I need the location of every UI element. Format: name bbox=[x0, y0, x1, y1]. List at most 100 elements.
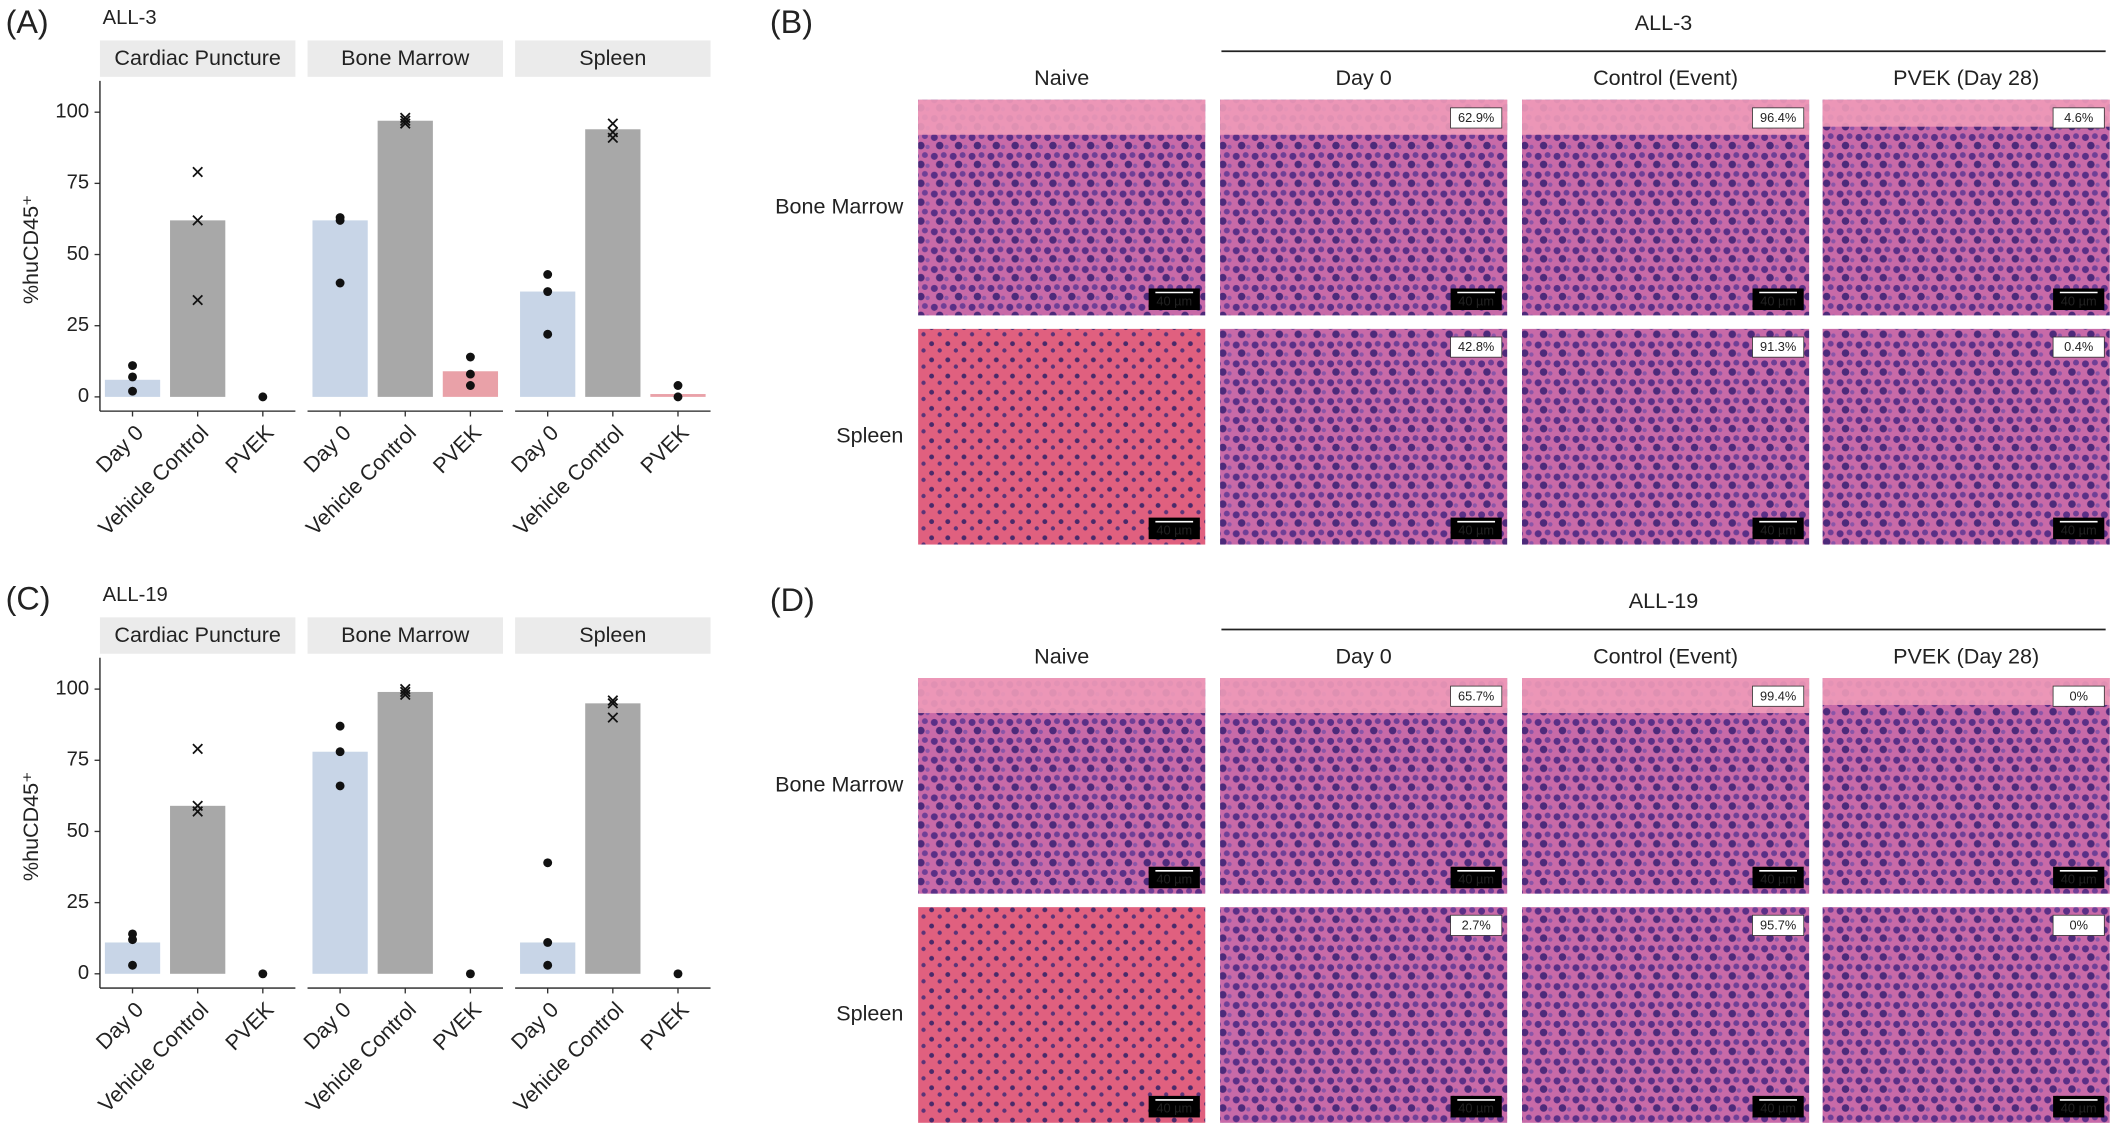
bone-band bbox=[918, 678, 1206, 714]
column-label: Control (Event) bbox=[1593, 65, 1738, 90]
scale-bar-label: 40 µm bbox=[1458, 872, 1494, 887]
point-cross bbox=[399, 118, 411, 129]
scale-bar-label: 40 µm bbox=[1458, 522, 1494, 537]
cross-stroke bbox=[399, 689, 411, 701]
point bbox=[673, 969, 683, 979]
bar bbox=[585, 703, 641, 974]
row-label: Bone Marrow bbox=[775, 193, 904, 218]
micrograph bbox=[918, 907, 1206, 1123]
percent-badge-text: 0% bbox=[2069, 917, 2087, 932]
bar bbox=[585, 129, 641, 397]
micrograph bbox=[1220, 678, 1508, 894]
x-tick-label: PVEK bbox=[428, 419, 487, 478]
column-label: Day 0 bbox=[1335, 65, 1391, 90]
percent-badge-text: 91.3% bbox=[1760, 339, 1796, 354]
percent-badge-text: 99.4% bbox=[1760, 688, 1796, 703]
micrograph bbox=[1822, 328, 2110, 545]
column-label: PVEK (Day 28) bbox=[1893, 65, 2039, 90]
micrograph bbox=[1522, 907, 1810, 1123]
point-cross bbox=[192, 215, 204, 226]
micrograph bbox=[918, 328, 1206, 545]
y-tick-label: 100 bbox=[55, 677, 89, 699]
scale-bar-label: 40 µm bbox=[1156, 522, 1192, 537]
point-cross bbox=[607, 698, 619, 709]
scale-bar-box bbox=[1450, 1095, 1502, 1118]
y-tick-label: 75 bbox=[67, 749, 89, 771]
point bbox=[543, 938, 553, 947]
scale-bar-box bbox=[1450, 517, 1502, 540]
point bbox=[465, 969, 475, 979]
percent-badge-text: 4.6% bbox=[2064, 110, 2093, 125]
scale-bar-label: 40 µm bbox=[1458, 1101, 1494, 1116]
point bbox=[543, 287, 553, 296]
scale-bar-label: 40 µm bbox=[1156, 872, 1192, 887]
percent-badge bbox=[1450, 914, 1503, 936]
micrograph bbox=[1822, 99, 2110, 316]
column-label: PVEK (Day 28) bbox=[1893, 643, 2039, 668]
point-cross bbox=[399, 115, 411, 127]
point-cross bbox=[607, 132, 619, 144]
scale-bar-box bbox=[1752, 288, 1804, 311]
point-cross bbox=[192, 743, 204, 755]
scale-bar-label: 40 µm bbox=[2061, 522, 2097, 537]
cross-stroke bbox=[607, 132, 619, 144]
column-label: Naive bbox=[1034, 65, 1089, 90]
x-tick-label: Day 0 bbox=[506, 997, 563, 1054]
scale-bar-box bbox=[2053, 517, 2105, 540]
percent-badge bbox=[1450, 685, 1503, 707]
percent-badge-text: 95.7% bbox=[1760, 917, 1796, 932]
scale-bar-box bbox=[1148, 288, 1200, 311]
point bbox=[128, 386, 137, 396]
cross-stroke bbox=[192, 806, 204, 817]
point bbox=[128, 960, 137, 970]
cross-stroke bbox=[607, 698, 619, 709]
percent-badge bbox=[2052, 914, 2105, 936]
point-cross bbox=[399, 686, 411, 698]
point bbox=[543, 858, 553, 868]
bar bbox=[170, 805, 226, 974]
percent-badge-text: 0% bbox=[2069, 688, 2087, 703]
point-cross bbox=[607, 712, 619, 723]
point bbox=[335, 781, 345, 791]
group-title: ALL-3 bbox=[1635, 10, 1693, 35]
point bbox=[465, 381, 475, 390]
facet-title: Cardiac Puncture bbox=[114, 622, 280, 647]
row-label: Bone Marrow bbox=[775, 772, 904, 797]
scale-bar-label: 40 µm bbox=[1760, 1101, 1796, 1116]
micrograph bbox=[918, 99, 1206, 316]
panel-title: ALL-3 bbox=[103, 7, 157, 29]
point bbox=[128, 361, 137, 371]
point bbox=[128, 372, 137, 382]
percent-badge bbox=[1752, 685, 1805, 707]
scale-bar-box bbox=[2053, 288, 2105, 311]
y-tick-label: 100 bbox=[55, 101, 89, 123]
facet-strip bbox=[307, 40, 503, 77]
micrograph bbox=[1220, 328, 1508, 545]
micrograph bbox=[1220, 907, 1508, 1123]
scale-bar-box bbox=[1148, 1095, 1200, 1118]
y-tick-label: 25 bbox=[67, 314, 89, 336]
row-label: Spleen bbox=[836, 422, 903, 447]
point bbox=[673, 381, 683, 390]
facet-title: Bone Marrow bbox=[341, 622, 470, 647]
percent-badge bbox=[1752, 336, 1805, 358]
panel-label: (D) bbox=[770, 582, 815, 618]
cross-stroke bbox=[399, 118, 411, 129]
y-tick-label: 0 bbox=[78, 962, 89, 984]
x-tick-label: PVEK bbox=[220, 996, 279, 1055]
cross-stroke bbox=[192, 166, 204, 178]
percent-badge-text: 2.7% bbox=[1462, 917, 1491, 932]
x-tick-label: PVEK bbox=[220, 419, 279, 478]
x-tick-label: PVEK bbox=[428, 996, 487, 1055]
point bbox=[335, 721, 345, 731]
scale-bar-label: 40 µm bbox=[1156, 1101, 1192, 1116]
scale-bar-box bbox=[1450, 288, 1502, 311]
scale-bar-label: 40 µm bbox=[2061, 293, 2097, 308]
percent-badge bbox=[1450, 107, 1503, 129]
micrograph bbox=[1522, 328, 1810, 545]
bar bbox=[312, 220, 368, 397]
x-tick-label: PVEK bbox=[635, 996, 694, 1055]
point bbox=[335, 747, 345, 757]
column-label: Control (Event) bbox=[1593, 643, 1738, 668]
